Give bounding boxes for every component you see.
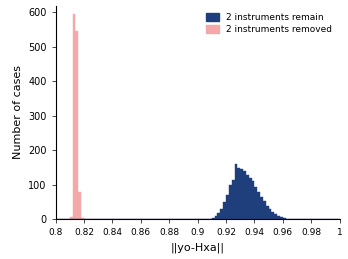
Bar [235,164,237,219]
Bar [260,197,263,219]
Bar [243,171,246,219]
Bar [246,175,249,219]
Bar [271,212,274,219]
Bar [215,216,218,219]
Bar [240,169,243,219]
Bar [269,209,271,219]
Bar [280,217,283,219]
Bar [274,214,277,219]
Bar [254,186,257,219]
Bar [70,217,73,219]
Legend: 2 instruments remain, 2 instruments removed: 2 instruments remain, 2 instruments remo… [203,10,335,37]
Bar [76,31,78,219]
Bar [249,178,252,219]
Bar [218,213,220,219]
Bar [232,180,235,219]
Bar [229,185,232,219]
Bar [252,181,254,219]
Y-axis label: Number of cases: Number of cases [13,66,23,160]
Bar [277,216,280,219]
Bar [73,14,76,219]
Bar [263,202,266,219]
Bar [78,192,81,219]
Bar [266,206,269,219]
X-axis label: ||yo-Hxa||: ||yo-Hxa|| [171,243,224,254]
Bar [237,168,240,219]
Bar [81,218,84,219]
Bar [257,192,260,219]
Bar [226,195,229,219]
Bar [212,218,215,219]
Bar [220,209,223,219]
Bar [283,218,286,219]
Bar [223,202,226,219]
